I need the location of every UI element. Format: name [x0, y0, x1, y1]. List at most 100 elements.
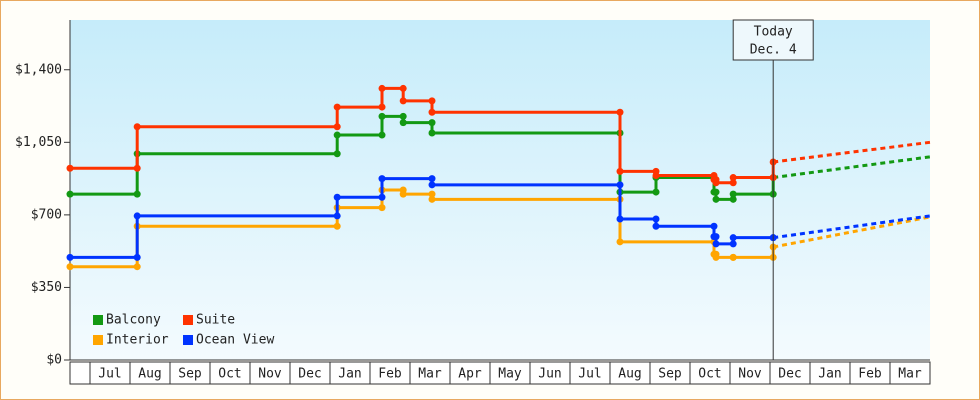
- point: [66, 164, 74, 172]
- corner-marker: [378, 193, 386, 201]
- point: [333, 131, 341, 139]
- corner-marker: [333, 150, 341, 158]
- corner-marker: [616, 181, 624, 189]
- point: [333, 103, 341, 111]
- point: [729, 190, 737, 198]
- x-tick-label: Jun: [538, 367, 561, 382]
- x-tick-label: Mar: [418, 367, 442, 382]
- x-tick-label: Dec: [298, 367, 321, 382]
- point: [378, 84, 386, 92]
- x-tick-label: Jul: [578, 367, 601, 382]
- x-axis-cell: [69, 361, 91, 385]
- point: [729, 253, 737, 261]
- corner-marker: [333, 212, 341, 220]
- legend-label: Ocean View: [196, 333, 274, 348]
- point: [66, 190, 74, 198]
- point: [333, 193, 341, 201]
- point: [133, 212, 141, 220]
- point: [428, 129, 436, 137]
- x-tick-label: Oct: [218, 367, 241, 382]
- x-tick-cell: [889, 361, 931, 385]
- x-tick-label: Aug: [618, 367, 641, 382]
- x-tick-label: May: [498, 367, 522, 382]
- point: [428, 195, 436, 203]
- legend-label: Suite: [196, 313, 235, 328]
- x-tick-label: Apr: [458, 367, 482, 382]
- point: [616, 167, 624, 175]
- point: [712, 179, 720, 187]
- point: [66, 253, 74, 261]
- x-tick-label: Feb: [378, 367, 402, 382]
- point: [710, 188, 718, 196]
- corner-marker: [729, 195, 737, 203]
- legend-swatch: [93, 335, 103, 345]
- point: [712, 253, 720, 261]
- legend-swatch: [183, 315, 193, 325]
- today-label: Today: [754, 25, 793, 40]
- legend-swatch: [93, 315, 103, 325]
- legend-label: Balcony: [106, 313, 161, 328]
- corner-marker: [729, 179, 737, 187]
- corner-marker: [133, 164, 141, 172]
- point: [616, 215, 624, 223]
- y-tick-label: $0: [46, 353, 62, 368]
- y-tick-label: $350: [31, 280, 62, 295]
- point: [616, 238, 624, 246]
- plot-area: [70, 20, 930, 360]
- point: [712, 195, 720, 203]
- point: [712, 240, 720, 248]
- point: [399, 190, 407, 198]
- y-tick-label: $1,400: [15, 62, 62, 77]
- point: [378, 175, 386, 183]
- corner-marker: [378, 131, 386, 139]
- series: [66, 175, 931, 261]
- x-tick-label: Aug: [138, 367, 161, 382]
- y-tick-label: $700: [31, 207, 62, 222]
- corner-marker: [133, 253, 141, 261]
- x-tick-label: Feb: [858, 367, 882, 382]
- point: [66, 263, 74, 271]
- x-tick-label: Sep: [178, 367, 202, 382]
- point: [729, 174, 737, 182]
- today-label: Dec. 4: [750, 43, 797, 58]
- point: [378, 112, 386, 120]
- legend-label: Interior: [106, 333, 169, 348]
- point: [399, 97, 407, 105]
- point: [428, 108, 436, 116]
- point: [428, 181, 436, 189]
- corner-marker: [428, 190, 436, 198]
- corner-marker: [428, 119, 436, 127]
- corner-marker: [428, 97, 436, 105]
- point: [710, 233, 718, 241]
- x-tick-label: Sep: [658, 367, 682, 382]
- corner-marker: [133, 263, 141, 271]
- corner-marker: [399, 112, 407, 120]
- corner-marker: [710, 222, 718, 230]
- series: [66, 84, 931, 187]
- x-tick-label: Mar: [898, 367, 922, 382]
- corner-marker: [378, 103, 386, 111]
- x-tick-label: Jan: [338, 367, 361, 382]
- x-tick-label: Nov: [258, 367, 282, 382]
- corner-marker: [378, 204, 386, 212]
- point: [652, 222, 660, 230]
- legend-swatch: [183, 335, 193, 345]
- x-tick-label: Nov: [738, 367, 762, 382]
- point: [399, 119, 407, 127]
- point: [133, 123, 141, 131]
- x-tick-label: Dec: [778, 367, 801, 382]
- corner-marker: [333, 222, 341, 230]
- corner-marker: [133, 190, 141, 198]
- point: [652, 171, 660, 179]
- point: [729, 234, 737, 242]
- x-tick-label: Oct: [698, 367, 721, 382]
- corner-marker: [729, 240, 737, 248]
- corner-marker: [652, 215, 660, 223]
- corner-marker: [428, 175, 436, 183]
- corner-marker: [399, 84, 407, 92]
- corner-marker: [616, 108, 624, 116]
- x-tick-label: Jul: [98, 367, 121, 382]
- y-tick-label: $1,050: [15, 135, 62, 150]
- corner-marker: [333, 123, 341, 131]
